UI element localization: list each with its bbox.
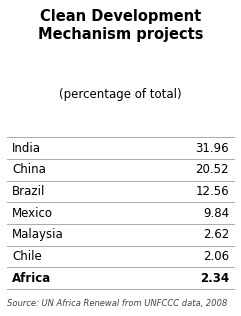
Text: 20.52: 20.52 (195, 163, 229, 176)
Text: 2.34: 2.34 (200, 272, 229, 285)
Text: Brazil: Brazil (12, 185, 45, 198)
Text: India: India (12, 142, 41, 155)
Text: 2.06: 2.06 (203, 250, 229, 263)
Text: 31.96: 31.96 (195, 142, 229, 155)
Text: Clean Development
Mechanism projects: Clean Development Mechanism projects (38, 9, 203, 42)
Text: China: China (12, 163, 46, 176)
Text: Africa: Africa (12, 272, 51, 285)
Text: Mexico: Mexico (12, 207, 53, 220)
Text: (percentage of total): (percentage of total) (59, 88, 182, 101)
Text: Chile: Chile (12, 250, 42, 263)
Text: Malaysia: Malaysia (12, 228, 64, 241)
Text: 12.56: 12.56 (195, 185, 229, 198)
Text: 2.62: 2.62 (203, 228, 229, 241)
Text: 9.84: 9.84 (203, 207, 229, 220)
Text: Source: UN Africa Renewal from UNFCCC data, 2008: Source: UN Africa Renewal from UNFCCC da… (7, 299, 228, 308)
